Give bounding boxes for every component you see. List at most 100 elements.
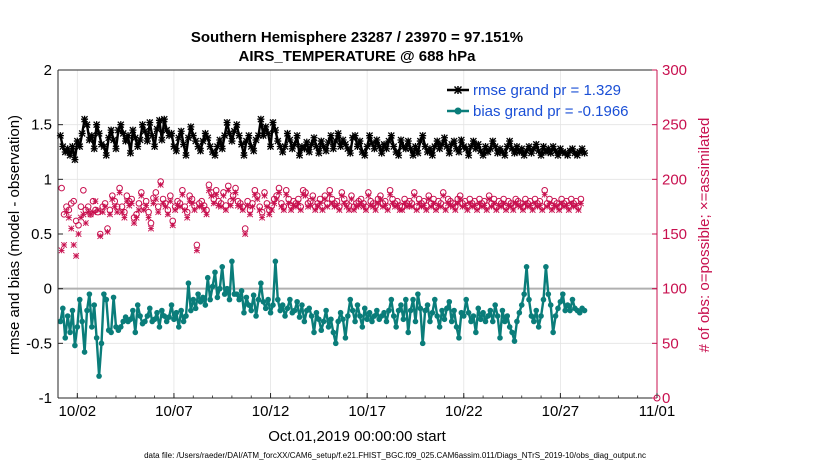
x-tick-label: 10/07 xyxy=(155,403,193,420)
assimilated-point xyxy=(431,201,437,207)
assimilated-point xyxy=(520,207,526,213)
bias-point xyxy=(135,302,141,308)
assimilated-point xyxy=(554,204,560,210)
y-left-tick-label: 1.5 xyxy=(31,117,52,134)
bias-point xyxy=(67,330,73,336)
assimilated-point xyxy=(242,231,248,237)
rmse-point xyxy=(112,145,119,152)
assimilated-point xyxy=(559,201,565,207)
rmse-point xyxy=(103,152,110,159)
assimilated-point xyxy=(134,215,140,221)
bias-point xyxy=(99,341,105,347)
bias-point xyxy=(514,319,520,325)
bias-point xyxy=(345,313,351,319)
rmse-point xyxy=(224,119,231,126)
y-axis-left-label: rmse and bias (model - observation) xyxy=(6,115,23,355)
rmse-point xyxy=(373,136,380,143)
bias-point xyxy=(567,308,573,314)
bias-point xyxy=(488,308,494,314)
y-right-tick-label: 200 xyxy=(662,171,687,188)
bias-point xyxy=(188,308,194,314)
bias-point xyxy=(403,297,409,303)
rmse-point xyxy=(233,121,240,128)
rmse-point xyxy=(306,149,313,156)
bias-point xyxy=(227,297,233,303)
assimilated-point xyxy=(110,196,116,202)
assimilated-point xyxy=(283,192,289,198)
assimilated-point xyxy=(95,207,101,213)
assimilated-point xyxy=(286,201,292,207)
rmse-point xyxy=(93,121,100,128)
rmse-point xyxy=(262,123,269,130)
rmse-point xyxy=(269,119,276,126)
bias-point xyxy=(222,291,228,297)
assimilated-point xyxy=(438,204,444,210)
bias-point xyxy=(492,302,498,308)
assimilated-point xyxy=(165,212,171,218)
bias-point xyxy=(546,291,552,297)
assimilated-point xyxy=(228,203,234,209)
rmse-point xyxy=(146,119,153,126)
assimilated-point xyxy=(97,233,103,239)
bias-point xyxy=(299,302,305,308)
assimilated-point xyxy=(119,209,125,215)
bias-point xyxy=(219,264,225,270)
bias-point xyxy=(145,313,151,319)
rmse-point xyxy=(173,147,180,154)
bias-point xyxy=(316,316,322,322)
y-axis-right-label: # of obs: o=possible; ×=assimilated xyxy=(696,118,713,353)
bias-point xyxy=(205,275,211,281)
rmse-point xyxy=(383,145,390,152)
assimilated-point xyxy=(148,226,154,232)
bias-point xyxy=(408,308,414,314)
assimilated-point xyxy=(129,201,135,207)
bias-point xyxy=(174,310,180,316)
assimilated-point xyxy=(90,209,96,215)
assimilated-point xyxy=(250,204,256,210)
bias-point xyxy=(246,302,252,308)
x-tick-label: 10/17 xyxy=(348,403,386,420)
bias-point xyxy=(396,308,402,314)
bias-point xyxy=(321,319,327,325)
assimilated-point xyxy=(315,204,321,210)
assimilated-point xyxy=(556,207,562,213)
assimilated-point xyxy=(378,196,384,202)
y-left-tick-label: -1 xyxy=(39,390,52,407)
bias-point xyxy=(273,259,279,265)
assimilated-point xyxy=(281,207,287,213)
bias-point xyxy=(328,316,334,322)
legend-bias-label: bias grand pr = -0.1966 xyxy=(473,103,629,120)
bias-point xyxy=(550,330,556,336)
bias-point xyxy=(439,308,445,314)
assimilated-point xyxy=(257,207,263,213)
rmse-point xyxy=(282,143,289,150)
bias-point xyxy=(536,324,542,330)
rmse-point xyxy=(458,136,465,143)
assimilated-point xyxy=(491,201,497,207)
bias-point xyxy=(207,297,213,303)
assimilated-point xyxy=(358,201,364,207)
y-right-tick-label: 100 xyxy=(662,281,687,298)
x-axis-label: Oct.01,2019 00:00:00 start xyxy=(268,428,446,445)
rmse-point xyxy=(429,152,436,159)
bias-point xyxy=(65,313,71,319)
bias-point xyxy=(405,330,411,336)
rmse-point xyxy=(356,138,363,145)
bias-point xyxy=(415,291,421,297)
rmse-point xyxy=(465,152,472,159)
assimilated-point xyxy=(170,222,176,228)
y-left-tick-label: 2 xyxy=(44,62,52,79)
assimilated-point xyxy=(264,204,270,210)
bias-point xyxy=(350,308,356,314)
rmse-point xyxy=(294,132,301,139)
rmse-point xyxy=(91,145,98,152)
rmse-point xyxy=(156,117,163,124)
bias-point xyxy=(118,324,124,330)
chart-subtitle: AIRS_TEMPERATURE @ 688 hPa xyxy=(239,48,477,65)
bias-point xyxy=(364,316,370,322)
bias-point xyxy=(543,264,549,270)
bias-point xyxy=(111,295,117,301)
bias-point xyxy=(454,324,460,330)
assimilated-point xyxy=(61,242,67,248)
assimilated-point xyxy=(225,187,231,193)
